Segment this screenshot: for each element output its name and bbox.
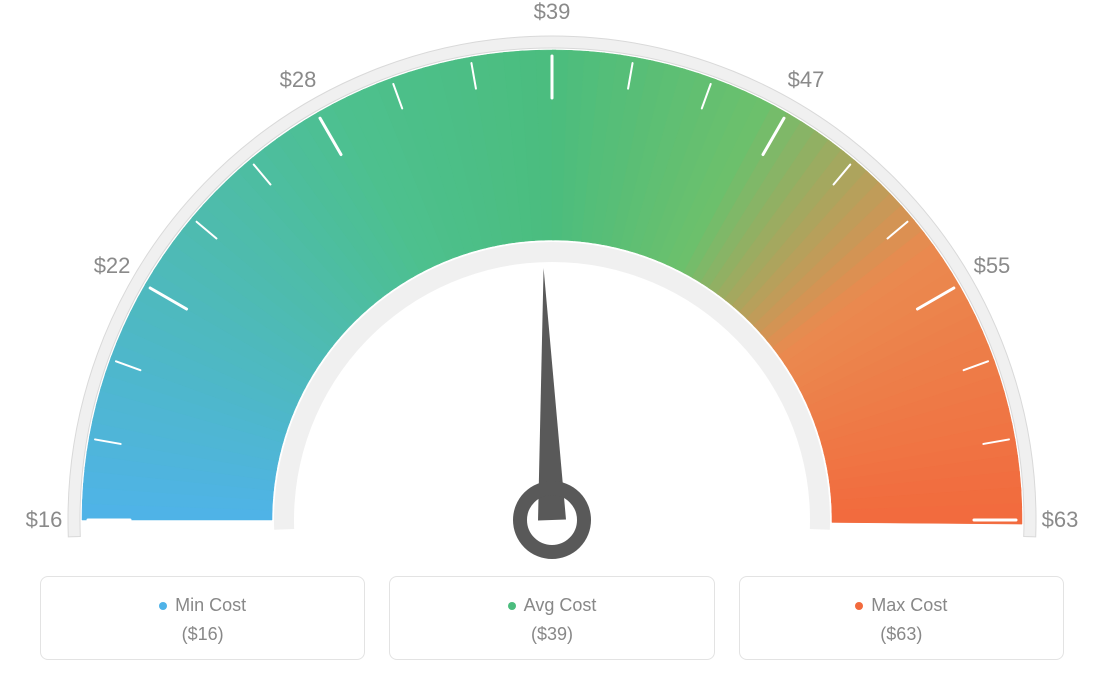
gauge-tick-label: $16 xyxy=(26,507,63,533)
gauge-tick-label: $28 xyxy=(280,67,317,93)
legend-label-max: Max Cost xyxy=(855,595,947,616)
legend-label-min: Min Cost xyxy=(159,595,246,616)
legend-card-max: Max Cost ($63) xyxy=(739,576,1064,660)
legend-row: Min Cost ($16) Avg Cost ($39) Max Cost (… xyxy=(40,576,1064,660)
gauge-tick-label: $47 xyxy=(788,67,825,93)
gauge-tick-label: $63 xyxy=(1042,507,1079,533)
dot-avg xyxy=(508,602,516,610)
gauge-tick-label: $39 xyxy=(534,0,571,25)
dot-min xyxy=(159,602,167,610)
gauge-svg xyxy=(0,0,1104,560)
legend-card-avg: Avg Cost ($39) xyxy=(389,576,714,660)
legend-text-avg: Avg Cost xyxy=(524,595,597,616)
cost-gauge: $16 $22 $28 $39 $47 $55 $63 xyxy=(0,0,1104,560)
legend-card-min: Min Cost ($16) xyxy=(40,576,365,660)
legend-text-min: Min Cost xyxy=(175,595,246,616)
legend-value-avg: ($39) xyxy=(400,624,703,645)
dot-max xyxy=(855,602,863,610)
legend-label-avg: Avg Cost xyxy=(508,595,597,616)
legend-text-max: Max Cost xyxy=(871,595,947,616)
legend-value-min: ($16) xyxy=(51,624,354,645)
gauge-tick-label: $55 xyxy=(974,253,1011,279)
legend-value-max: ($63) xyxy=(750,624,1053,645)
gauge-tick-label: $22 xyxy=(94,253,131,279)
